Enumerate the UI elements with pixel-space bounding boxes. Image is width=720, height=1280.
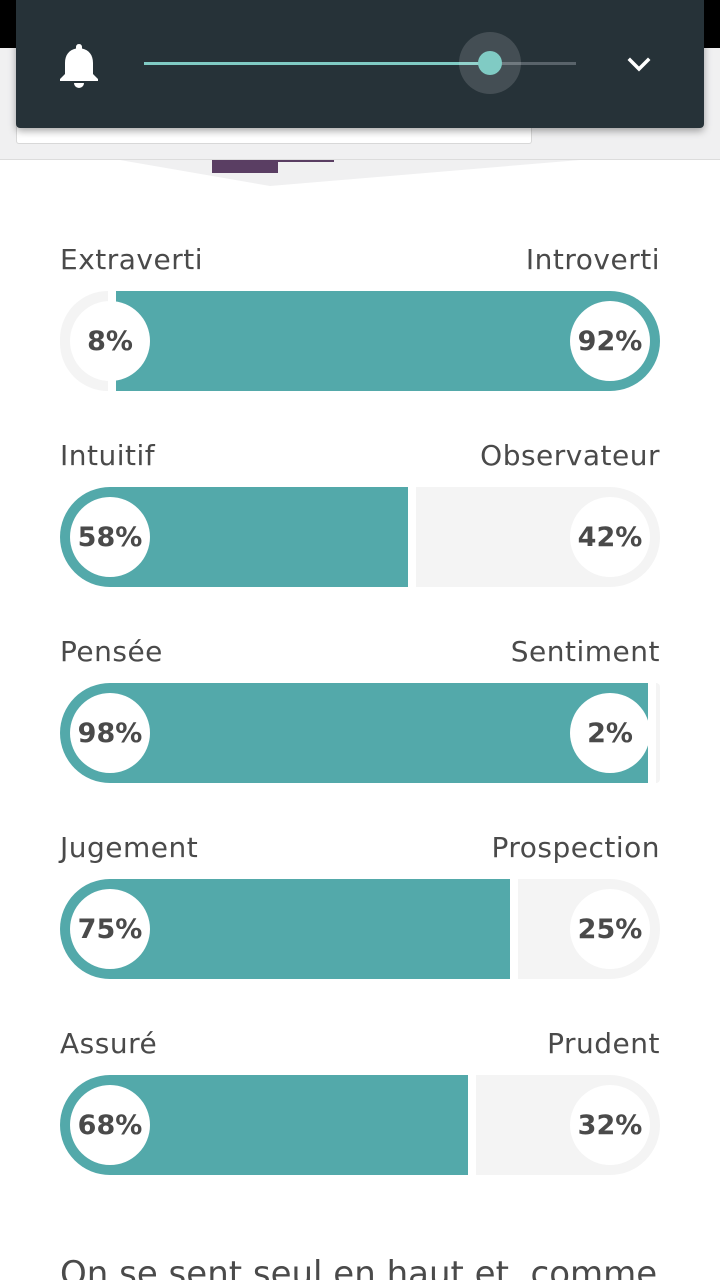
trait-right-label: Introverti: [525, 243, 660, 276]
trait-row-4: Assuré Prudent 68% 32%: [60, 1024, 660, 1220]
chevron-down-icon[interactable]: [622, 50, 656, 80]
volume-slider-thumb[interactable]: [477, 51, 502, 75]
trait-bar: 98% 2%: [60, 683, 660, 783]
volume-slider-fill: [144, 62, 490, 65]
trait-row-0: Extraverti Introverti 8% 92%: [60, 240, 660, 436]
header-wedge: [120, 160, 580, 186]
trait-right-percent: 42%: [570, 497, 650, 577]
quote-text: On se sent seul en haut et, comme: [60, 1254, 658, 1280]
trait-row-1: Intuitif Observateur 58% 42%: [60, 436, 660, 632]
header-image-fragment: [212, 160, 334, 173]
trait-labels: Assuré Prudent: [60, 1024, 660, 1074]
trait-right-label: Observateur: [480, 439, 660, 472]
trait-left-segment: [60, 683, 648, 783]
trait-right-label: Prudent: [547, 1027, 660, 1060]
trait-right-percent: 92%: [570, 301, 650, 381]
trait-left-label: Jugement: [60, 831, 199, 864]
trait-right-segment: [116, 291, 660, 391]
trait-right-percent: 25%: [570, 889, 650, 969]
trait-row-2: Pensée Sentiment 98% 2%: [60, 632, 660, 828]
trait-bar: 75% 25%: [60, 879, 660, 979]
bell-icon[interactable]: [58, 42, 100, 88]
trait-right-percent: 32%: [570, 1085, 650, 1165]
trait-left-percent: 98%: [70, 693, 150, 773]
trait-right-segment: [656, 683, 660, 783]
trait-bar: 58% 42%: [60, 487, 660, 587]
volume-slider-track[interactable]: [144, 62, 576, 65]
trait-bar: 68% 32%: [60, 1075, 660, 1175]
trait-left-percent: 68%: [70, 1085, 150, 1165]
trait-left-label: Assuré: [60, 1027, 158, 1060]
trait-left-label: Pensée: [60, 635, 163, 668]
personality-traits: Extraverti Introverti 8% 92% Intuitif Ob…: [60, 240, 660, 1220]
trait-left-percent: 75%: [70, 889, 150, 969]
trait-labels: Pensée Sentiment: [60, 632, 660, 682]
trait-left-label: Intuitif: [60, 439, 156, 472]
trait-bar: 8% 92%: [60, 291, 660, 391]
trait-right-label: Prospection: [491, 831, 660, 864]
trait-right-label: Sentiment: [510, 635, 660, 668]
trait-right-percent: 2%: [570, 693, 650, 773]
volume-panel: [16, 0, 704, 128]
trait-left-percent: 8%: [70, 301, 150, 381]
trait-row-3: Jugement Prospection 75% 25%: [60, 828, 660, 1024]
trait-labels: Jugement Prospection: [60, 828, 660, 878]
trait-left-percent: 58%: [70, 497, 150, 577]
trait-left-label: Extraverti: [60, 243, 203, 276]
trait-labels: Intuitif Observateur: [60, 436, 660, 486]
trait-labels: Extraverti Introverti: [60, 240, 660, 290]
